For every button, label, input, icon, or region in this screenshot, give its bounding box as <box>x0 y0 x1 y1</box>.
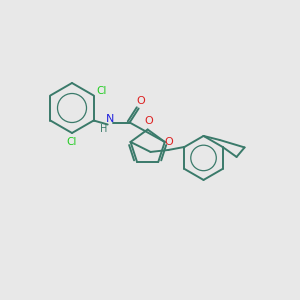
Text: O: O <box>164 137 173 147</box>
Text: Cl: Cl <box>96 86 106 96</box>
Text: O: O <box>144 116 153 127</box>
Text: H: H <box>100 124 107 134</box>
Text: N: N <box>106 115 114 124</box>
Text: O: O <box>136 97 145 106</box>
Text: Cl: Cl <box>67 137 77 147</box>
